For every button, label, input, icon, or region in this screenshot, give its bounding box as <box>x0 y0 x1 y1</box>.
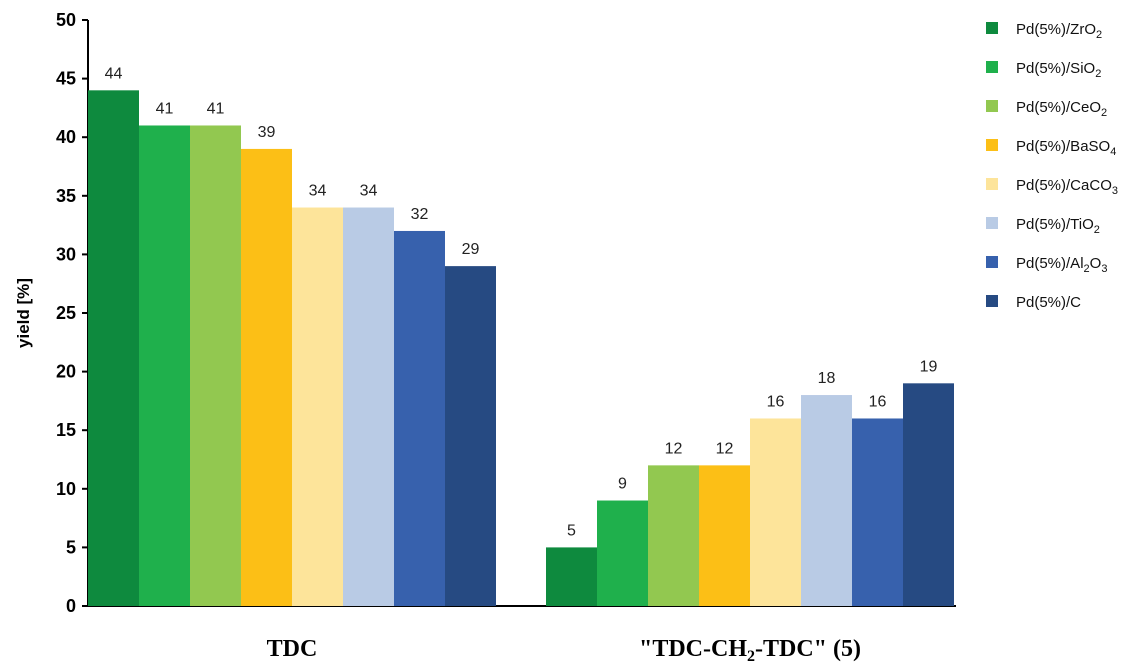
data-label: 34 <box>309 183 327 200</box>
legend-entry: Pd(5%)/TiO2 <box>1016 216 1100 236</box>
bar <box>648 465 699 606</box>
data-label: 29 <box>462 241 480 258</box>
legend-entry: Pd(5%)/C <box>1016 294 1081 311</box>
y-tick-label: 40 <box>56 127 76 147</box>
legend: Pd(5%)/ZrO2 Pd(5%)/SiO2 Pd(5%)/CeO2 Pd(5%)/… <box>986 21 1118 311</box>
legend-entry: Pd(5%)/Al2O3 <box>1016 255 1107 275</box>
bar <box>343 207 394 606</box>
y-tick-label: 15 <box>56 420 76 440</box>
legend-swatch <box>986 61 998 73</box>
legend-swatch <box>986 256 998 268</box>
legend-swatch <box>986 178 998 190</box>
bar <box>241 148 292 607</box>
y-tick-label: 45 <box>56 69 76 89</box>
data-label: 41 <box>156 100 174 117</box>
bar <box>292 207 343 606</box>
y-tick-label: 0 <box>66 596 76 616</box>
y-tick-label: 20 <box>56 362 76 382</box>
bar <box>801 395 852 606</box>
y-axis-label: yield [%] <box>14 278 33 348</box>
legend-swatch <box>986 295 998 307</box>
legend-swatch <box>986 22 998 34</box>
category-label: TDC <box>267 636 318 662</box>
bar <box>852 418 903 606</box>
axes: 0 5 10 15 20 25 30 35 40 45 50 yield [%] TDC "TDC-CH2… <box>14 10 956 665</box>
data-label: 39 <box>258 124 276 141</box>
category-label: "TDC-CH2-TDC" (5) <box>639 636 861 665</box>
legend-swatch <box>986 217 998 229</box>
legend-entry: Pd(5%)/SiO2 <box>1016 60 1101 80</box>
bar <box>190 125 241 606</box>
bar <box>750 418 801 606</box>
legend-entry: Pd(5%)/BaSO4 <box>1016 138 1116 158</box>
legend-entry: Pd(5%)/ZrO2 <box>1016 21 1102 41</box>
data-label: 5 <box>567 522 576 539</box>
data-label: 12 <box>665 440 683 457</box>
data-label: 16 <box>869 393 887 410</box>
bar <box>88 90 139 606</box>
bar <box>394 230 445 606</box>
y-tick-label: 10 <box>56 479 76 499</box>
data-label: 12 <box>716 440 734 457</box>
data-label: 19 <box>920 358 938 375</box>
y-tick-label: 25 <box>56 303 76 323</box>
bars <box>88 90 954 607</box>
legend-entry: Pd(5%)/CaCO3 <box>1016 177 1118 197</box>
y-tick-label: 50 <box>56 10 76 30</box>
bar <box>445 266 496 606</box>
data-label: 16 <box>767 393 785 410</box>
data-label: 18 <box>818 370 836 387</box>
bar <box>139 125 190 606</box>
bar <box>903 383 954 606</box>
data-label: 34 <box>360 183 378 200</box>
bar <box>597 500 648 606</box>
y-tick-label: 35 <box>56 186 76 206</box>
legend-swatch <box>986 100 998 112</box>
data-label: 41 <box>207 100 225 117</box>
legend-swatch <box>986 139 998 151</box>
bar <box>546 547 597 606</box>
data-label: 32 <box>411 206 429 223</box>
data-label: 44 <box>105 65 123 82</box>
bar <box>699 465 750 606</box>
y-tick-label: 5 <box>66 537 76 557</box>
data-labels: 44 5 41 9 41 12 39 12 34 16 34 18 32 16 29 19 <box>105 65 938 539</box>
y-tick-label: 30 <box>56 244 76 264</box>
legend-entry: Pd(5%)/CeO2 <box>1016 99 1107 119</box>
data-label: 9 <box>618 476 627 493</box>
